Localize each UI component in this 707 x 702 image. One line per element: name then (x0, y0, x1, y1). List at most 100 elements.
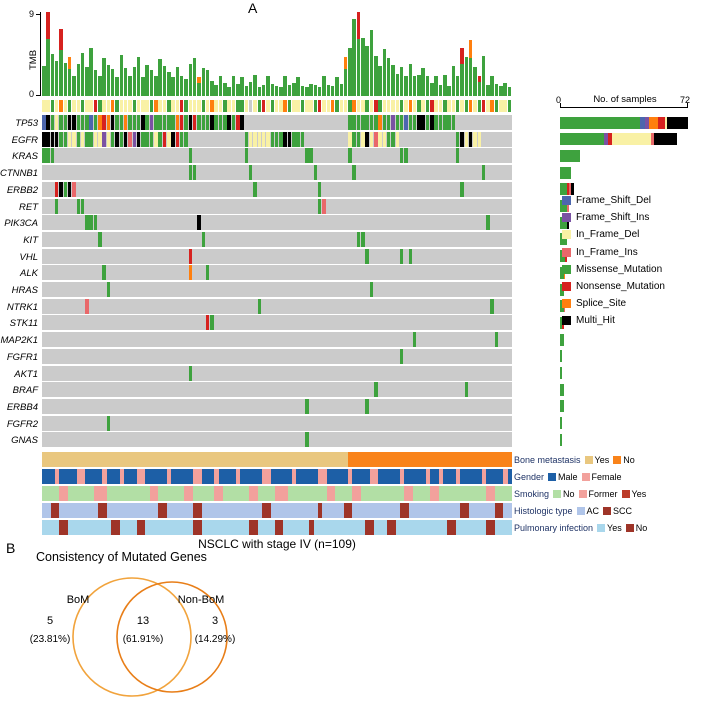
annotation-cell (171, 503, 176, 518)
tmb-bar (473, 67, 477, 96)
annotation-cell (330, 486, 336, 501)
tmb-bar (253, 74, 257, 96)
annotation-cell (382, 520, 388, 535)
annotation-cell (330, 503, 336, 518)
annotation-cell (283, 503, 288, 518)
tmb-bar (460, 48, 464, 96)
oncoprint-cell (404, 115, 408, 130)
strip-cell (494, 100, 499, 112)
annotation-cell (348, 452, 353, 467)
tmb-bar (46, 12, 50, 96)
tmb-bar (300, 85, 305, 96)
annotation-cell (162, 452, 168, 467)
annotation-cell (85, 469, 90, 484)
oncoprint-cell (365, 115, 369, 130)
strip-cell (486, 100, 490, 112)
annotation-cell (382, 452, 388, 467)
annotation-cell (438, 469, 444, 484)
annotation-cell (503, 486, 508, 501)
annotation-cell (451, 452, 457, 467)
annotation-cell (205, 469, 211, 484)
legend-label: Multi_Hit (576, 315, 615, 327)
annotation-cell (477, 469, 482, 484)
annotation-cell (507, 486, 513, 501)
oncoprint-cell (279, 131, 283, 147)
oncoprint-cell (447, 115, 451, 130)
oncoprint-cell (141, 115, 145, 130)
annotation-cell (292, 469, 297, 484)
samples-bar-segment (560, 383, 564, 396)
annotation-cell (128, 503, 133, 518)
samples-bar (560, 200, 569, 212)
annotation-cell (110, 452, 116, 467)
oncoprint-cell (188, 365, 193, 381)
oncoprint-caption: NSCLC with stage IV (n=109) (198, 537, 356, 551)
strip-cell (356, 100, 361, 112)
annotation-cell (274, 520, 280, 535)
strip-cell (477, 100, 481, 112)
annotation-cell (63, 503, 68, 518)
annotation-cell (98, 452, 103, 467)
annotation-cell (261, 503, 267, 518)
oncoprint-cell (67, 131, 72, 147)
samples-bar (560, 149, 580, 162)
oncoprint-cell (369, 115, 374, 130)
clinical-legend-value: No (635, 523, 648, 533)
annotation-cell (391, 520, 396, 535)
oncoprint-row (42, 148, 512, 164)
annotation-cell (149, 486, 155, 501)
annotation-cell (287, 486, 293, 501)
annotation-cell (171, 469, 176, 484)
oncoprint-row (42, 348, 512, 364)
annotation-cell (63, 486, 68, 501)
annotation-cell (171, 452, 176, 467)
oncoprint-cell (322, 198, 326, 214)
tmb-bar (201, 68, 206, 96)
annotation-cell (188, 503, 194, 518)
annotation-cell (119, 469, 125, 484)
clinical-legend-line: Smoking No Former Yes (514, 489, 646, 499)
oncoprint-cell (421, 115, 425, 130)
annotation-cell (313, 469, 319, 484)
annotation-cell (89, 469, 94, 484)
oncoprint-cell (468, 131, 473, 147)
gene-label: TP53 (15, 118, 38, 129)
samples-bar-segment (560, 200, 568, 212)
tmb-bar-accent (460, 48, 464, 64)
tmb-bar (257, 86, 262, 96)
annotation-cell (464, 469, 469, 484)
annotation-cell (248, 520, 254, 535)
annotation-cell (507, 452, 513, 467)
tmb-bar (67, 56, 72, 96)
annotation-cell (102, 520, 107, 535)
oncoprint-matrix (42, 115, 512, 450)
strip-cell (309, 100, 313, 112)
oncoprint-cell (102, 131, 106, 147)
annotation-cell (477, 503, 482, 518)
oncoprint-cell (188, 148, 193, 164)
samples-bar-segment (560, 283, 564, 296)
strip-cell (464, 100, 469, 112)
tmb-bar (154, 76, 158, 96)
oncoprint-cell (76, 131, 80, 147)
clinical-legend-name: Histologic type (514, 506, 573, 516)
oncoprint-row (42, 332, 512, 348)
clinical-track (42, 469, 513, 484)
oncoprint-cell (382, 115, 387, 130)
oncoprint-cell (227, 115, 231, 130)
annotation-cell (490, 503, 495, 518)
oncoprint-cell (50, 131, 55, 147)
annotation-cell (54, 503, 60, 518)
annotation-cell (356, 469, 362, 484)
samples-bar-segment (560, 316, 562, 329)
annotation-cell (425, 520, 431, 535)
tmb-bar (343, 56, 348, 96)
oncoprint-cell (149, 115, 154, 130)
strip-cell (361, 100, 365, 112)
tmb-bar (348, 48, 352, 96)
legend-swatch (562, 264, 571, 274)
annotation-cell (322, 452, 327, 467)
oncoprint-cell (270, 131, 275, 147)
annotation-cell (231, 469, 237, 484)
strip-cell (231, 100, 236, 112)
